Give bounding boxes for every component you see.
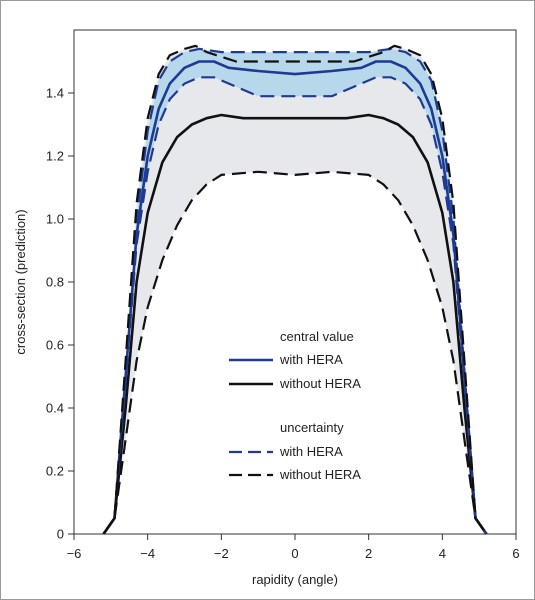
series-line-with-hera-solid-0	[102, 60, 488, 535]
uncertainty-bands	[103, 45, 487, 535]
y-tick-label: 0.4	[46, 401, 64, 416]
x-tick-label: −4	[140, 546, 155, 561]
legend-with-hera-dashed-label: with HERA	[279, 444, 343, 459]
x-axis-ticks: −6 −4 −2 0 2 4 6	[67, 534, 520, 561]
x-tick-label: 2	[365, 546, 372, 561]
y-tick-label: 1.2	[46, 149, 64, 164]
y-tick-label: 1.4	[46, 86, 64, 101]
x-axis-label: rapidity (angle)	[252, 572, 338, 587]
series-line-without-hera-dashed-4	[102, 44, 488, 535]
x-tick-label: 0	[291, 546, 298, 561]
legend-with-hera-solid-label: with HERA	[279, 352, 343, 367]
band-without-hera	[103, 45, 487, 535]
series-line-with-hera-dashed-3	[102, 76, 488, 535]
legend-without-hera-dashed-label: without HERA	[279, 467, 361, 482]
series-line-with-hera-dashed-2	[102, 47, 488, 535]
series-line-without-hera-dashed-5	[102, 170, 488, 535]
y-tick-label: 1.0	[46, 212, 64, 227]
x-tick-label: 6	[512, 546, 519, 561]
y-axis-label: cross-section (prediction)	[13, 209, 28, 354]
x-tick-label: −6	[67, 546, 82, 561]
legend-central-heading: central value	[280, 329, 354, 344]
y-tick-label: 0.8	[46, 275, 64, 290]
legend-uncertainty-heading: uncertainty	[280, 420, 344, 435]
legend: central value with HERA without HERA unc…	[229, 329, 361, 482]
x-tick-label: 4	[439, 546, 446, 561]
legend-without-hera-solid-label: without HERA	[279, 376, 361, 391]
y-tick-label: 0.6	[46, 338, 64, 353]
x-tick-label: −2	[214, 546, 229, 561]
y-tick-label: 0	[57, 527, 64, 542]
y-axis-ticks: 0 0.2 0.4 0.6 0.8 1.0 1.2 1.4	[46, 86, 74, 542]
series-line-without-hera-solid-1	[102, 113, 488, 535]
series-lines	[102, 44, 488, 535]
y-tick-label: 0.2	[46, 464, 64, 479]
